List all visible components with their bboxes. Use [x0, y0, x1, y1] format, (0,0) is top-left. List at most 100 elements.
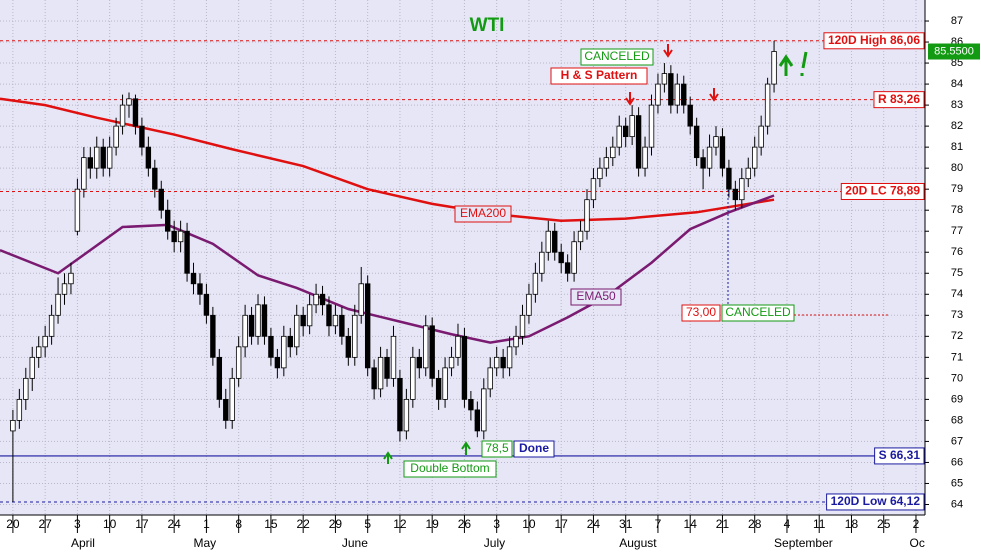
- candle-body: [681, 83, 687, 106]
- exclamation: [800, 51, 808, 76]
- x-tick-label: 28: [748, 517, 762, 531]
- candle-body: [713, 136, 719, 148]
- x-tick-label: 5: [364, 517, 371, 531]
- annotation: 78,5: [485, 441, 509, 455]
- candle-body: [390, 335, 397, 379]
- annotation: CANCELED: [725, 305, 791, 319]
- x-tick-label: 17: [135, 517, 149, 531]
- candle-body: [771, 51, 777, 85]
- candle-body: [655, 83, 661, 106]
- x-tick-label: 12: [393, 517, 407, 531]
- x-tick-label: 29: [329, 517, 343, 531]
- candle-body: [552, 230, 558, 253]
- y-tick-label: 80: [951, 162, 963, 174]
- last-price-box: [928, 43, 980, 60]
- candle-body: [700, 157, 706, 169]
- level-label-box: [840, 182, 925, 200]
- candle-body: [610, 146, 616, 159]
- candle-body: [423, 325, 429, 369]
- x-tick-label: 11: [813, 517, 826, 531]
- candle-body: [603, 157, 610, 169]
- candle-body: [371, 367, 377, 390]
- candle-body: [448, 356, 455, 369]
- month-label: June: [342, 536, 368, 550]
- level-label: S 66,31: [879, 448, 921, 462]
- candle-body: [81, 157, 87, 190]
- level-label: 120D Low 64,12: [831, 494, 921, 508]
- candle-body: [261, 304, 268, 337]
- annotation-box: [403, 460, 497, 478]
- candle-body: [487, 367, 493, 390]
- candle-body: [745, 167, 751, 180]
- x-tick-label: 18: [845, 517, 859, 531]
- candle-body: [571, 241, 577, 274]
- candle-body: [165, 209, 171, 232]
- candle-body: [461, 335, 468, 400]
- candle-body: [668, 73, 674, 106]
- candle-body: [36, 346, 42, 358]
- candle-body: [152, 167, 158, 190]
- x-tick-label: 25: [877, 517, 891, 531]
- candle-body: [577, 230, 584, 243]
- x-tick-label: 1: [203, 517, 210, 531]
- x-tick-label: 21: [716, 517, 730, 531]
- y-tick-label: 73: [951, 309, 963, 321]
- candle-body: [706, 146, 713, 169]
- x-tick-label: 3: [493, 517, 500, 531]
- candle-body: [94, 146, 100, 169]
- candle-body: [416, 356, 422, 369]
- candle-body: [235, 346, 242, 379]
- candle-body: [332, 314, 339, 327]
- candle-body: [287, 335, 293, 348]
- candle-body: [268, 335, 274, 358]
- candle-body: [764, 83, 771, 127]
- level-label-box: [874, 447, 925, 465]
- annotation-box: [513, 440, 555, 458]
- x-tick-label: 17: [555, 517, 569, 531]
- candle-body: [526, 293, 532, 316]
- y-tick-label: 67: [951, 435, 963, 447]
- candle-body: [352, 314, 358, 358]
- candle-body: [132, 98, 139, 127]
- x-tick-label: 27: [38, 517, 52, 531]
- candle-body: [622, 125, 629, 138]
- y-tick-label: 87: [951, 15, 963, 27]
- candle-body: [300, 314, 306, 327]
- month-label: May: [194, 536, 217, 550]
- y-tick-label: 84: [951, 78, 963, 90]
- candle-body: [345, 335, 352, 358]
- candle-body: [16, 398, 23, 421]
- y-tick-label: 76: [951, 246, 963, 258]
- candle-body: [732, 188, 739, 201]
- y-tick-label: 83: [951, 99, 963, 111]
- month-label: Oc: [910, 536, 925, 550]
- annotation-box: [580, 48, 654, 66]
- x-tick-label: 20: [6, 517, 20, 531]
- x-tick-label: 19: [426, 517, 440, 531]
- candle-body: [177, 230, 184, 243]
- candle-body: [661, 73, 668, 85]
- annotation-box: [570, 288, 622, 306]
- y-tick-label: 81: [951, 141, 963, 153]
- y-tick-label: 82: [951, 120, 963, 132]
- y-tick-label: 66: [951, 456, 963, 468]
- x-tick-label: 15: [264, 517, 278, 531]
- candle-body: [726, 167, 732, 190]
- annotation: 73,00: [686, 305, 716, 319]
- annotation-box: [454, 205, 512, 223]
- up-arrow: [383, 451, 393, 464]
- y-tick-label: 78: [951, 204, 963, 216]
- y-tick-label: 85: [951, 57, 963, 69]
- annotation-box: [481, 440, 513, 458]
- candle-body: [687, 104, 693, 127]
- month-label: July: [484, 536, 505, 550]
- x-tick-label: 31: [619, 517, 633, 531]
- y-tick-label: 71: [951, 351, 963, 363]
- candle-body: [435, 377, 442, 400]
- candle-body: [597, 167, 603, 180]
- candle-body: [281, 335, 287, 369]
- last-price-label: 85.5500: [934, 45, 974, 57]
- candle-body: [10, 420, 16, 432]
- y-tick-label: 69: [951, 393, 963, 405]
- candle-body: [429, 325, 435, 379]
